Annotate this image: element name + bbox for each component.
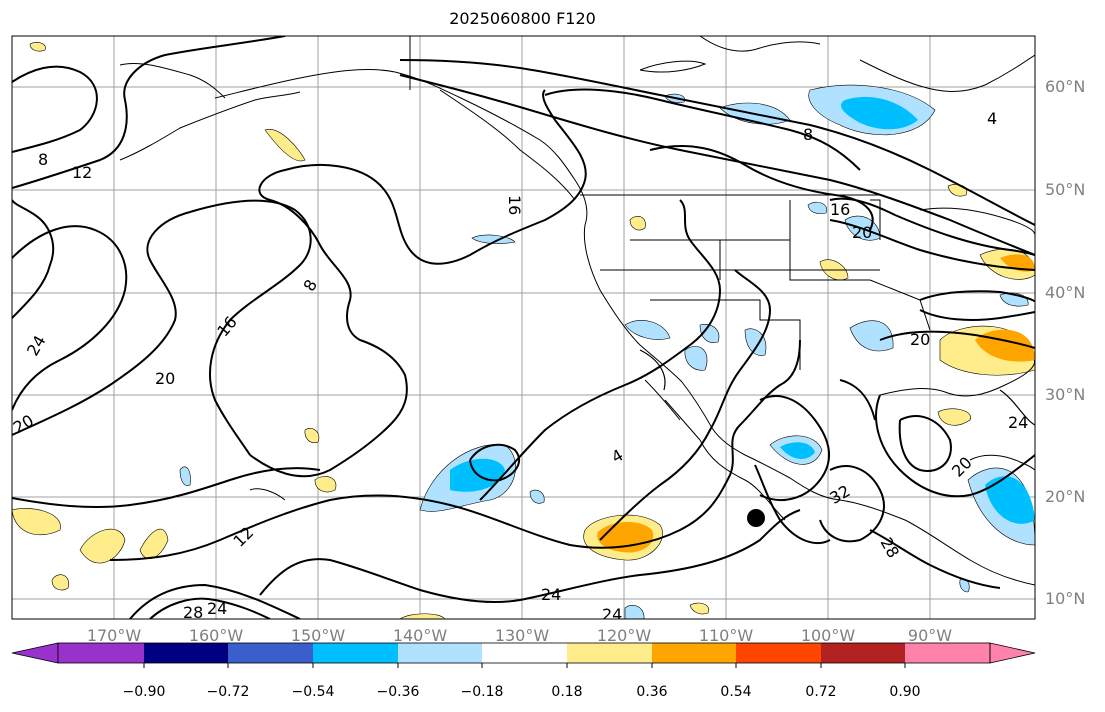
map-frame bbox=[11, 35, 1036, 620]
contour-label: 16 bbox=[830, 200, 850, 219]
colorbar-tick-label: −0.54 bbox=[291, 684, 335, 700]
lat-label: 10°N bbox=[1045, 589, 1086, 608]
lon-label: 90°W bbox=[907, 626, 953, 645]
lat-label: 40°N bbox=[1045, 283, 1086, 302]
colorbar-frame bbox=[57, 642, 991, 664]
colorbar-segment bbox=[398, 643, 482, 663]
contour-label: 20 bbox=[852, 223, 872, 242]
colorbar-segment bbox=[652, 643, 736, 663]
colorbar-tick-label: 0.18 bbox=[551, 684, 583, 700]
colorbar-tick-label: −0.72 bbox=[206, 684, 250, 700]
colorbar bbox=[11, 642, 1036, 668]
lon-label: 160°W bbox=[188, 626, 244, 645]
contour-label: 8 bbox=[38, 150, 48, 169]
contour-label: 12 bbox=[72, 163, 92, 182]
colorbar-segment bbox=[736, 643, 821, 663]
lon-label: 140°W bbox=[392, 626, 448, 645]
storm-center-dot bbox=[747, 509, 765, 527]
lon-label: 110°W bbox=[698, 626, 754, 645]
shaded-fields bbox=[12, 42, 1035, 619]
colorbar-under-arrow bbox=[11, 642, 59, 664]
colorbar-segment bbox=[58, 643, 144, 663]
contour-label: 24 bbox=[207, 599, 227, 618]
lat-label: 60°N bbox=[1045, 77, 1086, 96]
contour-label: 32 bbox=[826, 481, 853, 508]
lat-label: 20°N bbox=[1045, 487, 1086, 506]
colorbar-over-arrow bbox=[989, 642, 1036, 664]
contour-label: 28 bbox=[183, 603, 203, 622]
colorbar-segment bbox=[144, 643, 228, 663]
contour-label: 20 bbox=[155, 369, 175, 388]
contour-label: 16 bbox=[213, 313, 241, 341]
contour-label: 20 bbox=[948, 453, 976, 481]
lon-label: 120°W bbox=[596, 626, 652, 645]
colorbar-tick-label: 0.90 bbox=[889, 684, 921, 700]
contour-label: 24 bbox=[602, 605, 622, 624]
contour-label: 4 bbox=[987, 109, 997, 128]
contour-label: 20 bbox=[910, 330, 930, 349]
contour-label: 16 bbox=[505, 195, 524, 215]
colorbar-tick-label: 0.36 bbox=[636, 684, 668, 700]
contour-label: 24 bbox=[23, 332, 50, 359]
lat-label: 30°N bbox=[1045, 385, 1086, 404]
colorbar-tick-label: −0.18 bbox=[460, 684, 504, 700]
weather-map: 8 12 16 8 24 20 20 16 4 20 8 4 16 20 20 … bbox=[11, 35, 1036, 624]
colorbar-tick-label: 0.72 bbox=[805, 684, 837, 700]
colorbar-segment bbox=[905, 643, 990, 663]
colorbar-segment bbox=[821, 643, 905, 663]
map-title: 2025060800 F120 bbox=[449, 9, 596, 28]
lon-label: 130°W bbox=[494, 626, 550, 645]
colorbar-tick-label: 0.54 bbox=[720, 684, 752, 700]
colorbar-tick-label: −0.90 bbox=[122, 684, 166, 700]
colorbar-segment bbox=[313, 643, 398, 663]
thin-contours bbox=[639, 349, 1035, 426]
lat-label: 50°N bbox=[1045, 180, 1086, 199]
colorbar-segment bbox=[482, 643, 567, 663]
lon-label: 150°W bbox=[290, 626, 346, 645]
colorbar-tick-label: −0.36 bbox=[376, 684, 420, 700]
colorbar-segment bbox=[567, 643, 652, 663]
colorbar-segment bbox=[228, 643, 313, 663]
lon-label: 100°W bbox=[800, 626, 856, 645]
contour-lines bbox=[12, 36, 1035, 619]
contour-label: 8 bbox=[803, 125, 813, 144]
contour-label: 24 bbox=[541, 585, 561, 604]
lon-label: 170°W bbox=[86, 626, 142, 645]
contour-label: 28 bbox=[876, 534, 903, 561]
contour-label: 24 bbox=[1008, 413, 1028, 432]
